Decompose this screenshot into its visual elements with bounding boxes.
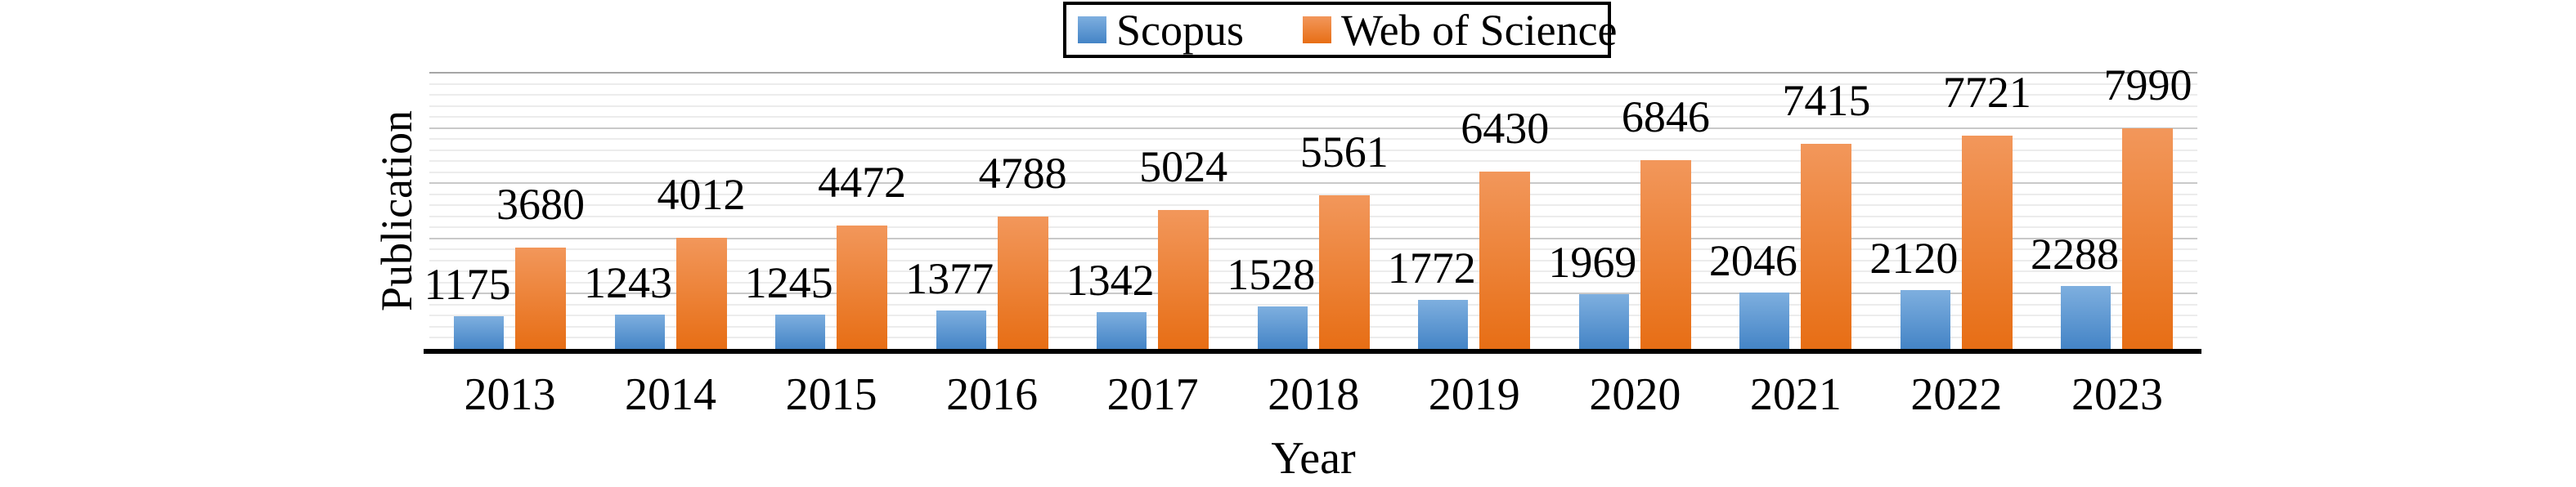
value-label-scopus-2014: 1243 [584, 258, 673, 307]
bar-web-of-science-2015 [837, 225, 888, 349]
value-label-scopus-2016: 1377 [905, 254, 994, 304]
minor-gridline [429, 94, 2197, 96]
value-label-web-of-science-2019: 6430 [1461, 103, 1550, 153]
value-label-scopus-2021: 2046 [1708, 235, 1797, 285]
value-label-scopus-2013: 1175 [424, 260, 511, 310]
minor-gridline [429, 138, 2197, 141]
minor-gridline [429, 215, 2197, 217]
value-label-web-of-science-2023: 7990 [2103, 60, 2192, 109]
x-tick-2022: 2022 [1910, 369, 2003, 420]
x-tick-2021: 2021 [1749, 369, 1842, 420]
value-label-scopus-2023: 2288 [2030, 229, 2119, 279]
chart-legend: Scopus Web of Science [1063, 2, 1618, 58]
bar-web-of-science-2017 [1158, 210, 1209, 349]
value-label-scopus-2022: 2120 [1869, 234, 1959, 284]
minor-gridline [429, 303, 2197, 306]
value-label-web-of-science-2013: 3680 [496, 179, 585, 229]
value-label-web-of-science-2015: 4472 [818, 157, 907, 207]
x-tick-2017: 2017 [1106, 369, 1199, 420]
x-tick-2016: 2016 [946, 369, 1039, 420]
x-tick-2019: 2019 [1428, 369, 1520, 420]
bar-scopus-2014 [614, 315, 665, 349]
legend-swatch-scopus [1078, 16, 1106, 43]
bar-scopus-2013 [454, 316, 504, 349]
major-gridline [429, 127, 2197, 129]
major-gridline [429, 293, 2197, 295]
minor-gridline [429, 149, 2197, 151]
bar-scopus-2016 [936, 311, 986, 349]
x-tick-2018: 2018 [1268, 369, 1360, 420]
bar-scopus-2017 [1097, 311, 1147, 349]
legend-item-scopus: Scopus [1078, 8, 1244, 52]
bar-scopus-2018 [1257, 306, 1308, 349]
bar-web-of-science-2016 [997, 217, 1048, 349]
bar-web-of-science-2022 [1961, 136, 2013, 349]
minor-gridline [429, 116, 2197, 118]
legend-label-web-of-science: Web of Science [1341, 5, 1618, 55]
minor-gridline [429, 270, 2197, 273]
x-tick-2020: 2020 [1589, 369, 1681, 420]
legend-swatch-web-of-science [1303, 16, 1332, 43]
bar-web-of-science-2018 [1318, 195, 1370, 349]
bar-web-of-science-2021 [1801, 144, 1852, 349]
value-label-web-of-science-2021: 7415 [1782, 76, 1871, 126]
value-label-scopus-2020: 1969 [1548, 238, 1637, 288]
x-axis-line [424, 349, 2201, 354]
value-label-web-of-science-2018: 5561 [1299, 127, 1389, 177]
value-label-scopus-2019: 1772 [1387, 244, 1476, 293]
value-label-scopus-2015: 1245 [744, 257, 833, 307]
value-label-web-of-science-2016: 4788 [978, 149, 1067, 199]
minor-gridline [429, 204, 2197, 207]
x-tick-2015: 2015 [785, 369, 877, 420]
bar-scopus-2019 [1418, 300, 1469, 349]
major-gridline [429, 182, 2197, 185]
minor-gridline [429, 259, 2197, 261]
minor-gridline [429, 105, 2197, 107]
x-tick-2023: 2023 [2071, 369, 2163, 420]
bar-scopus-2015 [775, 314, 826, 349]
bar-web-of-science-2013 [515, 247, 566, 349]
value-label-web-of-science-2017: 5024 [1139, 142, 1228, 192]
major-gridline [429, 237, 2197, 239]
bar-scopus-2020 [1578, 294, 1629, 349]
value-label-web-of-science-2020: 6846 [1621, 92, 1710, 141]
x-axis-title: Year [1271, 433, 1356, 484]
bar-scopus-2022 [1900, 290, 1950, 349]
bar-scopus-2023 [2061, 285, 2112, 349]
minor-gridline [429, 337, 2197, 339]
minor-gridline [429, 315, 2197, 317]
x-tick-2013: 2013 [464, 369, 556, 420]
minor-gridline [429, 325, 2197, 328]
minor-gridline [429, 193, 2197, 195]
minor-gridline [429, 160, 2197, 163]
minor-gridline [429, 281, 2197, 284]
minor-gridline [429, 226, 2197, 229]
minor-gridline [429, 83, 2197, 85]
major-gridline [429, 72, 2197, 74]
legend-item-web-of-science: Web of Science [1303, 8, 1618, 52]
legend-label-scopus: Scopus [1116, 5, 1245, 55]
bar-web-of-science-2019 [1479, 171, 1531, 349]
bar-web-of-science-2014 [675, 238, 727, 349]
value-label-scopus-2018: 1528 [1227, 250, 1316, 300]
x-tick-2014: 2014 [625, 369, 717, 420]
value-label-scopus-2017: 1342 [1066, 255, 1155, 305]
minor-gridline [429, 248, 2197, 251]
value-label-web-of-science-2014: 4012 [657, 170, 746, 220]
value-label-web-of-science-2022: 7721 [1942, 68, 2031, 118]
plot-area [429, 72, 2197, 349]
bar-scopus-2021 [1739, 292, 1790, 349]
minor-gridline [429, 171, 2197, 173]
bar-web-of-science-2023 [2122, 127, 2174, 349]
bar-web-of-science-2020 [1640, 159, 1691, 349]
